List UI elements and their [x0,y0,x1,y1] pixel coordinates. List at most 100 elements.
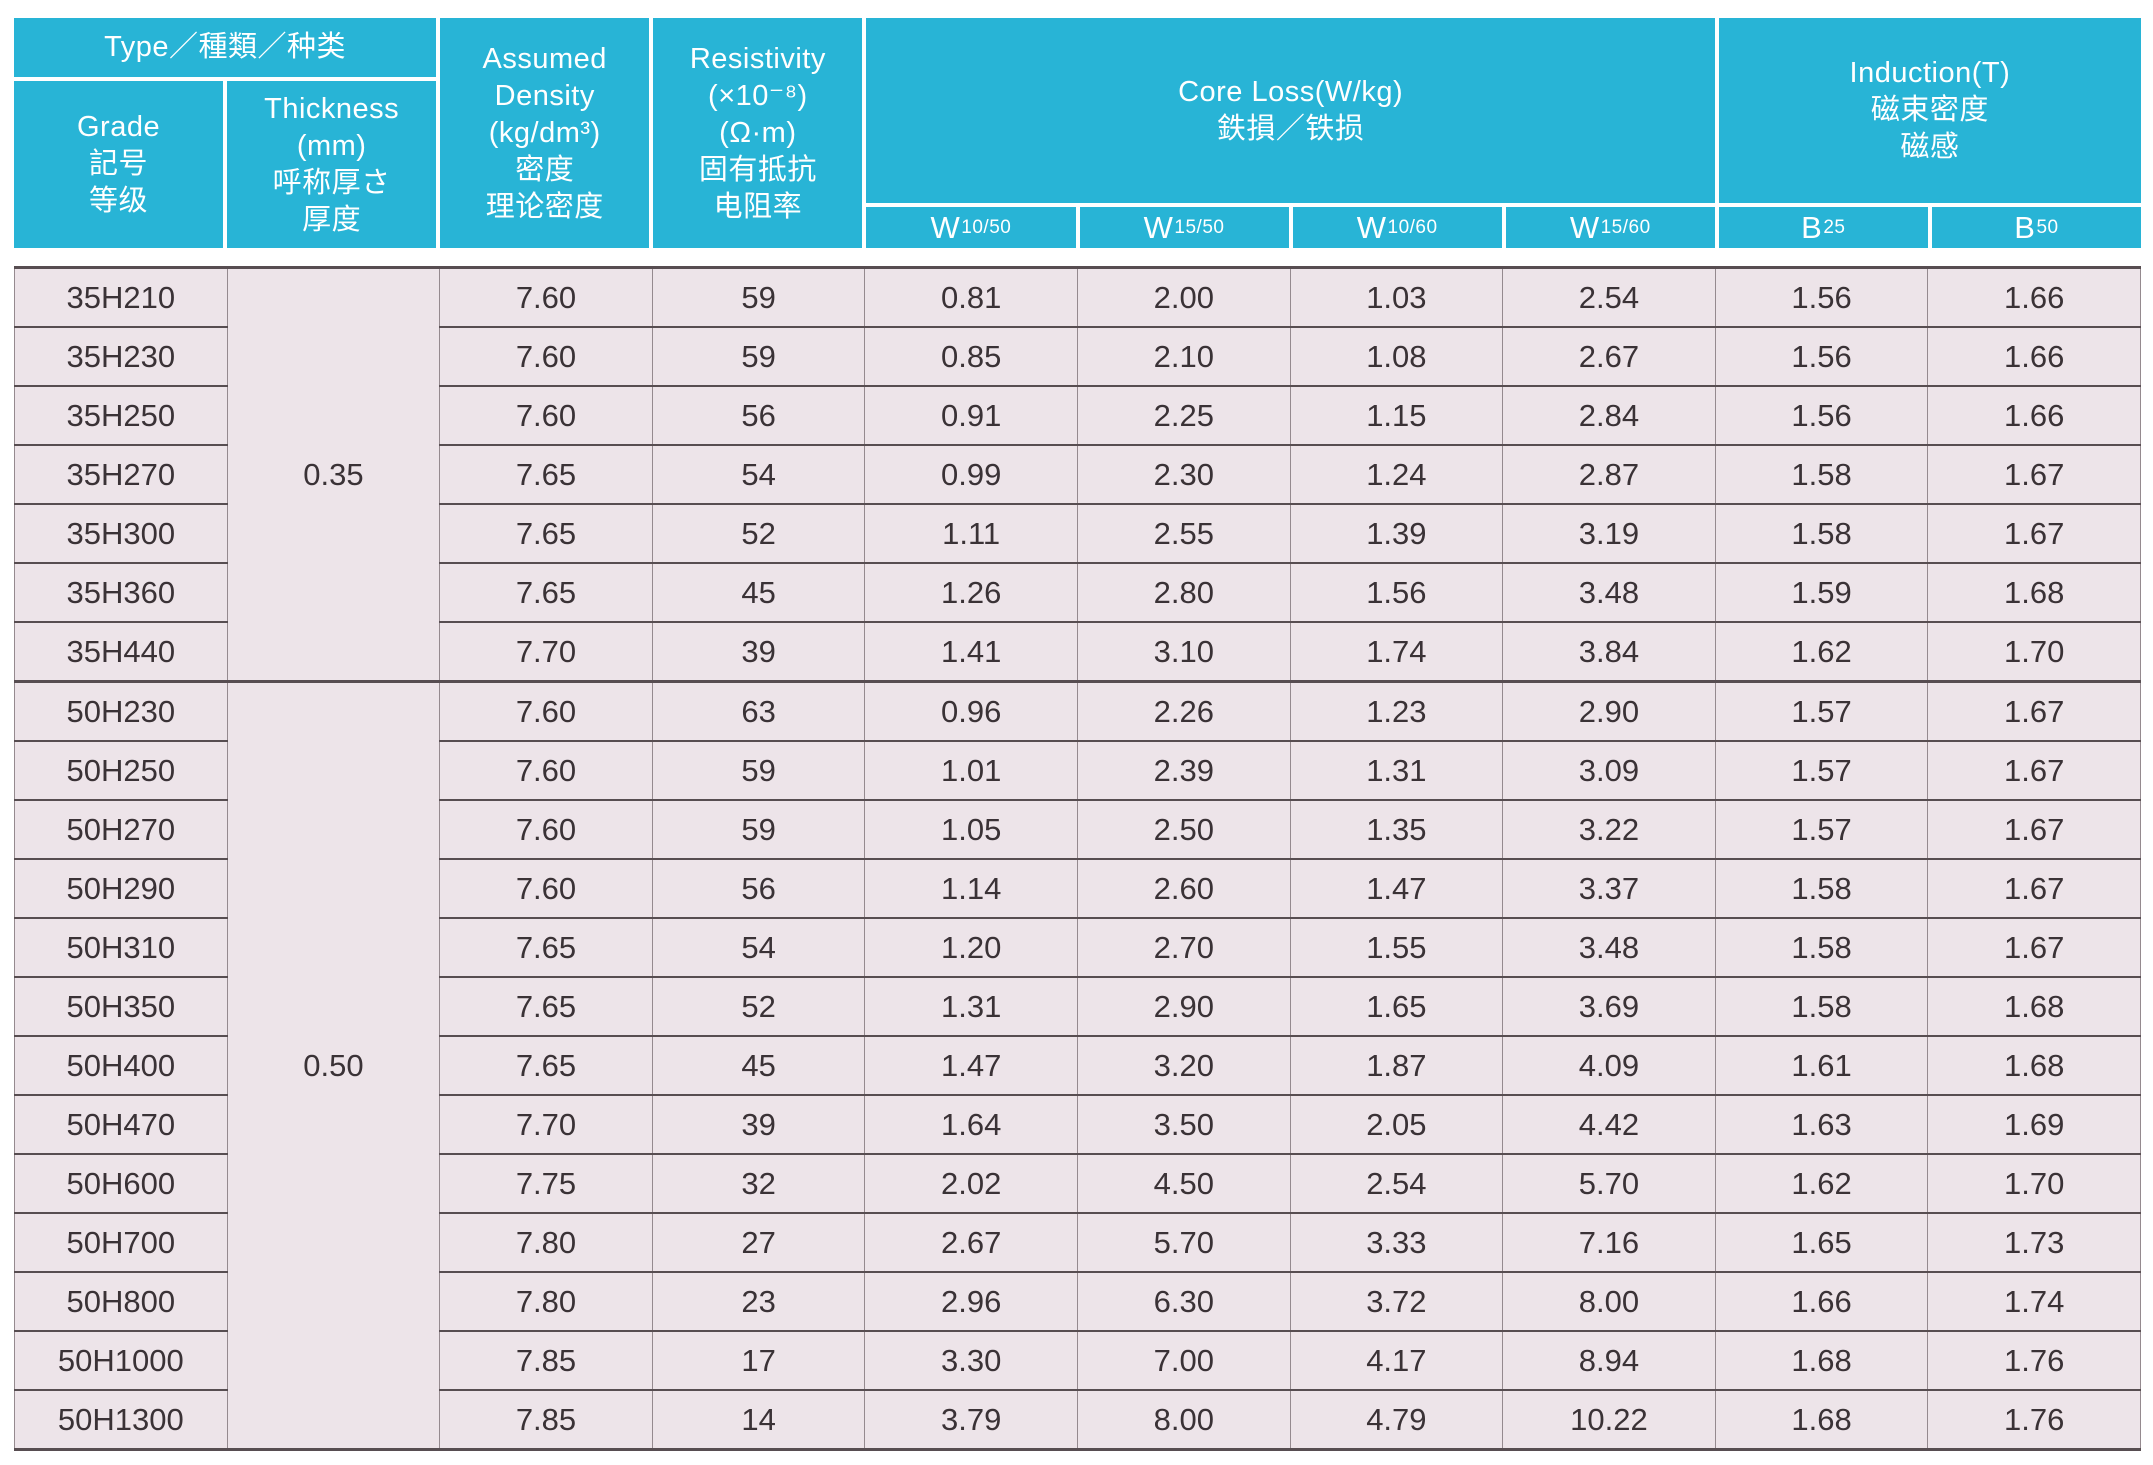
core-loss-cell: 2.54 [1289,1153,1504,1213]
resistivity-cell: 54 [651,917,866,977]
core-loss-cell: 3.79 [864,1389,1078,1450]
grade-cell: 50H1000 [14,1330,228,1390]
induction-cell: 1.67 [1927,680,2141,741]
core-loss-cell: 10.22 [1502,1389,1716,1450]
core-loss-cell: 3.50 [1076,1094,1291,1154]
core-loss-cell: 0.85 [864,326,1078,386]
header-thickness: Thickness (mm) 呼称厚さ 厚度 [227,81,437,248]
grade-cell: 35H230 [14,326,228,386]
induction-cell: 1.61 [1714,1035,1929,1095]
header-w10-60: W 10/60 [1292,207,1502,248]
table-row: 50H400 7.65 45 1.47 3.20 1.87 4.09 1.61 1.68 [14,1035,2141,1095]
resistivity-cell: 39 [651,621,866,682]
core-loss-cell: 1.11 [864,503,1078,563]
core-loss-cell: 4.17 [1289,1330,1504,1390]
density-cell: 7.60 [439,385,653,445]
b-subscript: 50 [2036,217,2059,238]
header-grade: Grade 記号 等级 [14,81,224,248]
core-loss-cell: 1.64 [864,1094,1078,1154]
resistivity-cell: 17 [651,1330,866,1390]
induction-cell: 1.67 [1927,858,2141,918]
core-loss-cell: 4.42 [1502,1094,1716,1154]
core-loss-cell: 1.47 [1289,858,1504,918]
core-loss-cell: 2.05 [1289,1094,1504,1154]
table-row: 35H360 7.65 45 1.26 2.80 1.56 3.48 1.59 1.68 [14,562,2141,622]
header-b25: B 25 [1718,207,1928,248]
density-cell: 7.60 [439,267,653,327]
core-loss-cell: 2.02 [864,1153,1078,1213]
table-row: 50H310 7.65 54 1.20 2.70 1.55 3.48 1.58 1.67 [14,917,2141,977]
core-loss-cell: 1.03 [1289,267,1504,327]
core-loss-cell: 2.80 [1076,562,1291,622]
induction-cell: 1.73 [1927,1212,2141,1272]
b-symbol: B [2014,210,2036,245]
core-loss-cell: 0.81 [864,267,1078,327]
w-symbol: W [930,210,961,245]
w-symbol: W [1143,210,1174,245]
grade-cell: 50H310 [14,917,228,977]
core-loss-cell: 1.14 [864,858,1078,918]
induction-cell: 1.67 [1927,917,2141,977]
core-loss-cell: 8.00 [1076,1389,1291,1450]
table-row: 35H270 7.65 54 0.99 2.30 1.24 2.87 1.58 1.67 [14,444,2141,504]
grade-cell: 50H700 [14,1212,228,1272]
resistivity-cell: 52 [651,503,866,563]
core-loss-cell: 1.20 [864,917,1078,977]
core-loss-cell: 8.00 [1502,1271,1716,1331]
resistivity-cell: 23 [651,1271,866,1331]
induction-cell: 1.67 [1927,799,2141,859]
induction-cell: 1.58 [1714,503,1929,563]
core-loss-cell: 4.09 [1502,1035,1716,1095]
table-row: 50H230 0.50 7.60 63 0.96 2.26 1.23 2.90 1.57 1.67 [14,680,2141,1450]
induction-cell: 1.70 [1927,621,2141,682]
density-cell: 7.60 [439,326,653,386]
induction-cell: 1.56 [1714,385,1929,445]
resistivity-cell: 27 [651,1212,866,1272]
density-cell: 7.80 [439,1271,653,1331]
core-loss-cell: 2.39 [1076,740,1291,800]
resistivity-cell: 59 [651,740,866,800]
core-loss-cell: 1.55 [1289,917,1504,977]
induction-cell: 1.66 [1927,326,2141,386]
thickness-cell: 0.35 [226,267,441,682]
resistivity-cell: 32 [651,1153,866,1213]
core-loss-cell: 3.33 [1289,1212,1504,1272]
header-induction: Induction(T) 磁束密度 磁感 [1718,18,2141,203]
b-symbol: B [1801,210,1823,245]
core-loss-cell: 3.48 [1502,562,1716,622]
density-cell: 7.65 [439,562,653,622]
density-cell: 7.80 [439,1212,653,1272]
core-loss-cell: 1.26 [864,562,1078,622]
core-loss-cell: 0.99 [864,444,1078,504]
resistivity-cell: 59 [651,267,866,327]
core-loss-cell: 7.16 [1502,1212,1716,1272]
core-loss-cell: 2.55 [1076,503,1291,563]
w-subscript: 15/60 [1600,217,1651,238]
table-row: 35H300 7.65 52 1.11 2.55 1.39 3.19 1.58 1.67 [14,503,2141,563]
core-loss-cell: 1.08 [1289,326,1504,386]
density-cell: 7.70 [439,1094,653,1154]
w-subscript: 10/50 [961,217,1012,238]
grade-cell: 50H250 [14,740,228,800]
resistivity-cell: 52 [651,976,866,1036]
induction-cell: 1.57 [1714,799,1929,859]
grade-cell: 50H470 [14,1094,228,1154]
core-loss-cell: 2.90 [1076,976,1291,1036]
core-loss-cell: 3.30 [864,1330,1078,1390]
resistivity-cell: 59 [651,799,866,859]
core-loss-cell: 2.54 [1502,267,1716,327]
core-loss-cell: 1.31 [864,976,1078,1036]
core-loss-cell: 1.35 [1289,799,1504,859]
induction-cell: 1.58 [1714,917,1929,977]
resistivity-cell: 56 [651,385,866,445]
core-loss-cell: 2.70 [1076,917,1291,977]
grade-cell: 35H210 [14,267,228,327]
induction-cell: 1.68 [1927,1035,2141,1095]
core-loss-cell: 3.84 [1502,621,1716,682]
density-cell: 7.85 [439,1389,653,1450]
core-loss-cell: 7.00 [1076,1330,1291,1390]
induction-cell: 1.62 [1714,621,1929,682]
core-loss-cell: 1.39 [1289,503,1504,563]
induction-cell: 1.68 [1714,1330,1929,1390]
